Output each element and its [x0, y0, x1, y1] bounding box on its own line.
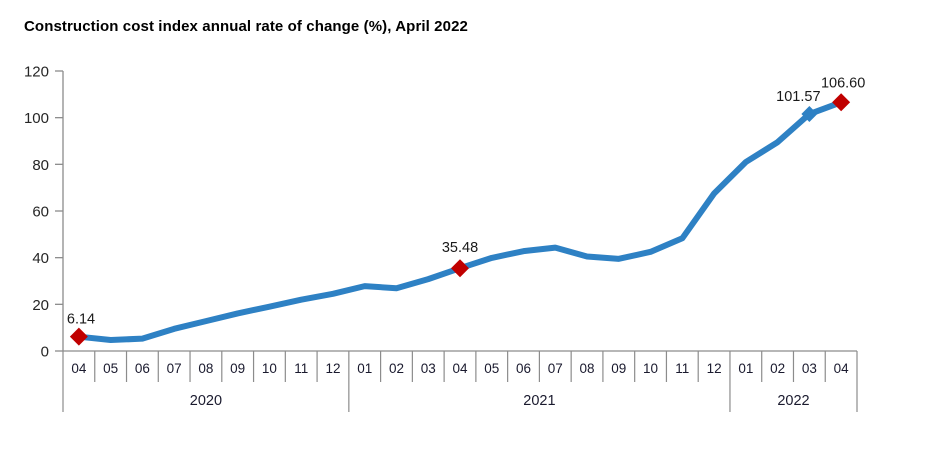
y-tick-label: 40: [32, 250, 49, 267]
x-month-label: 02: [389, 361, 404, 376]
x-month-label: 09: [611, 361, 626, 376]
x-month-label: 04: [452, 361, 468, 376]
data-point-marker: [832, 93, 851, 112]
data-point-marker: [801, 106, 818, 123]
x-month-label: 12: [707, 361, 722, 376]
x-month-label: 11: [675, 361, 689, 376]
y-tick-label: 100: [24, 110, 49, 127]
series-line: [75, 99, 845, 344]
x-month-label: 01: [357, 361, 372, 376]
data-point-marker: [451, 259, 469, 278]
data-point-label: 106.60: [821, 75, 865, 91]
year-label: 2022: [777, 393, 809, 409]
year-label: 2020: [190, 393, 222, 409]
x-month-label: 03: [421, 361, 436, 376]
x-month-label: 04: [834, 361, 850, 376]
x-month-label: 10: [643, 361, 658, 376]
data-point-label: 35.48: [442, 240, 478, 256]
x-month-label: 06: [135, 361, 150, 376]
y-tick-label: 80: [32, 157, 49, 174]
x-month-label: 07: [548, 361, 563, 376]
chart-title: Construction cost index annual rate of c…: [24, 18, 468, 35]
x-month-label: 04: [71, 361, 87, 376]
x-month-label: 05: [103, 361, 118, 376]
x-month-label: 02: [770, 361, 785, 376]
x-month-label: 01: [738, 361, 753, 376]
data-point-label: 101.57: [776, 89, 820, 105]
x-month-label: 11: [294, 361, 308, 376]
data-point-label: 6.14: [67, 312, 95, 328]
x-month-label: 12: [325, 361, 340, 376]
x-month-label: 06: [516, 361, 531, 376]
x-month-label: 08: [580, 361, 595, 376]
x-month-label: 10: [262, 361, 277, 376]
x-month-label: 08: [198, 361, 213, 376]
y-tick-label: 60: [32, 204, 49, 221]
x-month-label: 05: [484, 361, 499, 376]
y-tick-label: 120: [24, 64, 49, 81]
x-month-label: 03: [802, 361, 817, 376]
x-month-label: 07: [167, 361, 182, 376]
x-month-label: 09: [230, 361, 245, 376]
y-tick-label: 20: [32, 297, 49, 314]
data-point-marker: [69, 327, 88, 346]
year-label: 2021: [523, 393, 555, 409]
y-tick-label: 0: [41, 344, 49, 361]
